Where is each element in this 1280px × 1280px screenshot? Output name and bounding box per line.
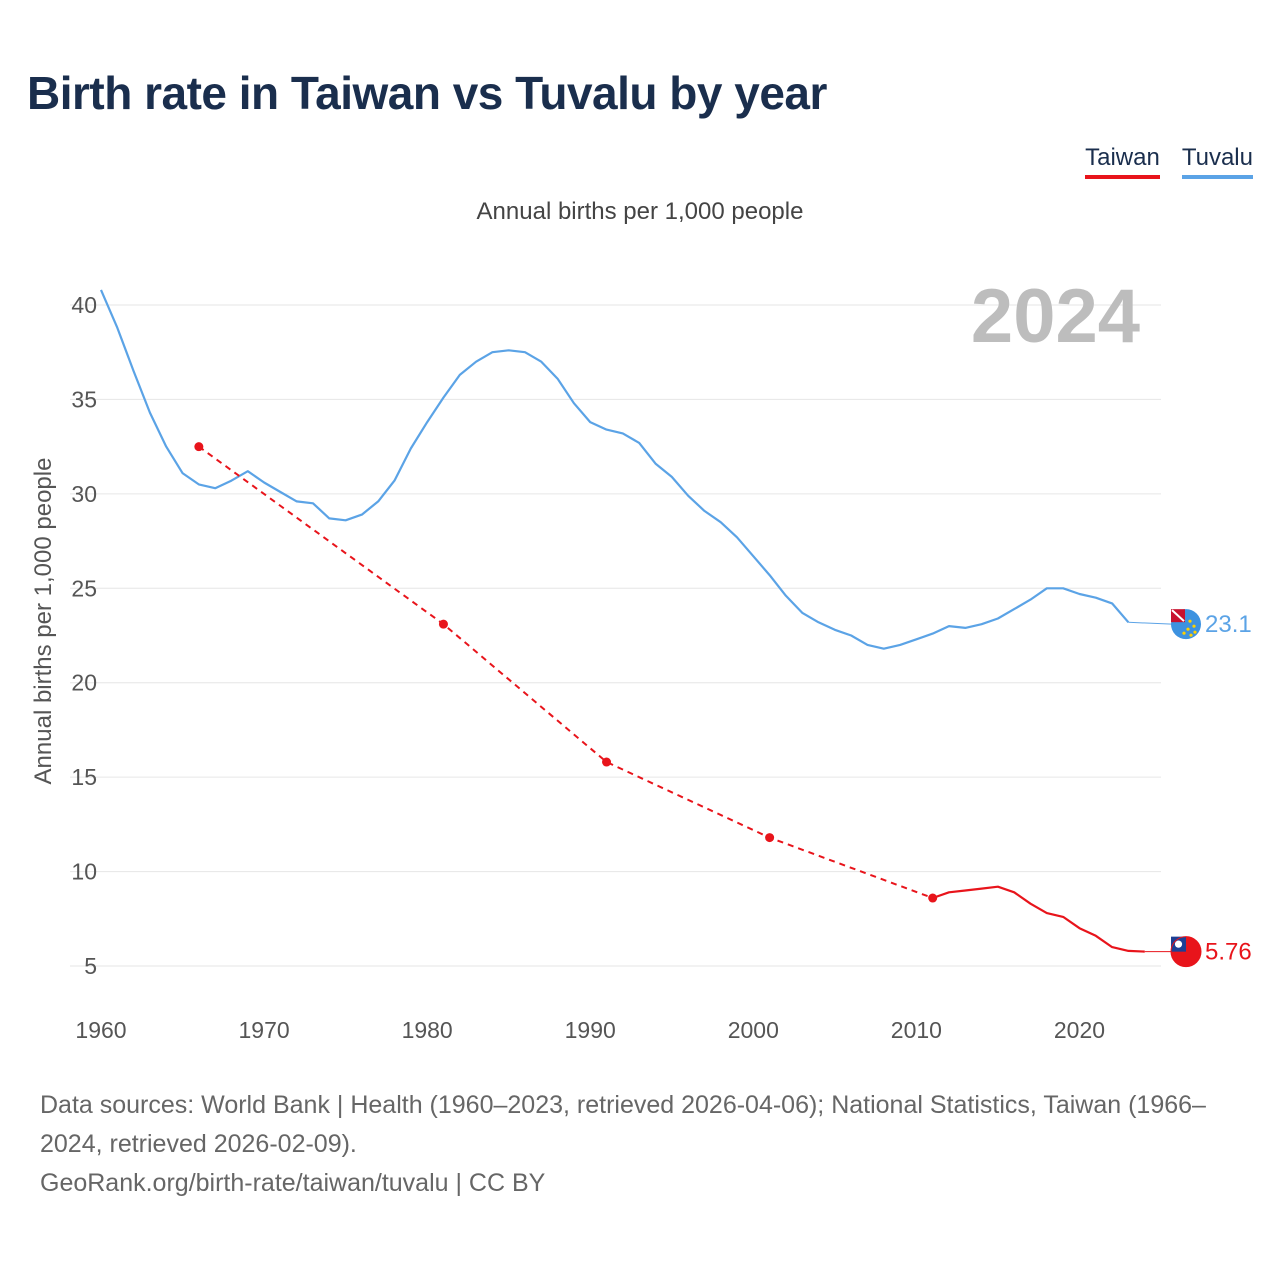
data-point-taiwan (928, 893, 938, 903)
series-line-tuvalu (99, 289, 1130, 650)
series-line-taiwan (932, 885, 1145, 953)
data-point-taiwan (765, 833, 775, 843)
flag-icon-star (1186, 627, 1190, 631)
x-tick-label: 2000 (728, 1017, 779, 1043)
flag-icon-rim (1170, 936, 1202, 968)
legend: Taiwan Tuvalu (1085, 144, 1253, 179)
series-lines (99, 289, 1145, 953)
x-tick-label: 1990 (565, 1017, 616, 1043)
x-tick-label: 1960 (75, 1017, 126, 1043)
y-tick-label: 25 (71, 575, 97, 601)
y-tick-label: 5 (84, 953, 97, 979)
end-value-label-tuvalu: 23.1 (1205, 611, 1252, 638)
flag-icon-star (1192, 624, 1196, 628)
flag-icon-star (1193, 630, 1197, 634)
legend-item-tuvalu[interactable]: Tuvalu (1181, 144, 1253, 179)
gridlines (70, 304, 1161, 967)
footer: Data sources: World Bank | Health (1960–… (40, 1086, 1250, 1203)
end-value-label-taiwan: 5.76 (1205, 939, 1252, 966)
x-axis-ticks: 1960 1970 1980 1990 2000 2010 2020 (75, 1017, 1105, 1043)
x-tick-label: 1980 (402, 1017, 453, 1043)
y-tick-label: 10 (71, 859, 97, 885)
data-sources: Data sources: World Bank | Health (1960–… (40, 1091, 1206, 1158)
flag-icon-cross (1171, 609, 1185, 622)
x-tick-label: 2020 (1054, 1017, 1105, 1043)
legend-item-taiwan[interactable]: Taiwan (1085, 144, 1160, 179)
x-tick-label: 2010 (891, 1017, 942, 1043)
series-line-taiwan-dashed (198, 445, 934, 899)
y-tick-label: 40 (71, 292, 97, 318)
x-tick-label: 1970 (238, 1017, 289, 1043)
line-chart: 5 10 15 20 25 30 35 40 1960 1970 1980 1990 2000 2010… (30, 274, 1252, 1043)
y-axis-label: Annual births per 1,000 people (30, 458, 57, 785)
data-point-taiwan (438, 619, 448, 629)
flag-icon-sun (1174, 940, 1183, 948)
data-point-taiwan (194, 442, 204, 452)
y-axis-ticks: 5 10 15 20 25 30 35 40 (71, 292, 97, 979)
y-tick-label: 30 (71, 481, 97, 507)
y-tick-label: 15 (71, 764, 97, 790)
y-tick-label: 20 (71, 670, 97, 696)
end-connector-tuvalu (1128, 621, 1173, 625)
flag-icon-tuvalu (1171, 609, 1201, 640)
credit-link[interactable]: GeoRank.org/birth-rate/taiwan/tuvalu | C… (40, 1169, 546, 1197)
flag-icon-star (1188, 619, 1192, 623)
end-markers: 23.1 5.76 (1128, 609, 1252, 968)
flag-icon-star (1189, 633, 1193, 637)
chart-subtitle: Annual births per 1,000 people (476, 198, 804, 225)
year-watermark: 2024 (971, 274, 1140, 359)
chart-title: Birth rate in Taiwan vs Tuvalu by year (27, 67, 827, 119)
y-tick-label: 35 (71, 386, 97, 412)
data-point-taiwan (602, 757, 612, 767)
flag-icon-star (1182, 631, 1186, 635)
flag-icon-taiwan (1170, 936, 1202, 968)
